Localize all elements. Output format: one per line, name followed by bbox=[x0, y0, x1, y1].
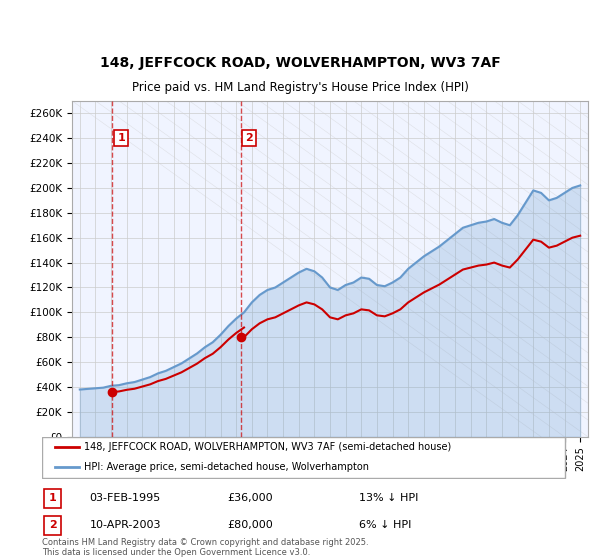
Text: 1: 1 bbox=[49, 493, 56, 503]
Text: £36,000: £36,000 bbox=[227, 493, 272, 503]
Text: HPI: Average price, semi-detached house, Wolverhampton: HPI: Average price, semi-detached house,… bbox=[84, 462, 369, 472]
Text: Contains HM Land Registry data © Crown copyright and database right 2025.
This d: Contains HM Land Registry data © Crown c… bbox=[42, 538, 368, 557]
Text: Price paid vs. HM Land Registry's House Price Index (HPI): Price paid vs. HM Land Registry's House … bbox=[131, 81, 469, 94]
Text: 1: 1 bbox=[117, 133, 125, 143]
Text: 6% ↓ HPI: 6% ↓ HPI bbox=[359, 520, 411, 530]
Text: 148, JEFFCOCK ROAD, WOLVERHAMPTON, WV3 7AF (semi-detached house): 148, JEFFCOCK ROAD, WOLVERHAMPTON, WV3 7… bbox=[84, 442, 451, 452]
Text: 13% ↓ HPI: 13% ↓ HPI bbox=[359, 493, 418, 503]
Text: 2: 2 bbox=[245, 133, 253, 143]
Text: 10-APR-2003: 10-APR-2003 bbox=[89, 520, 161, 530]
Text: 148, JEFFCOCK ROAD, WOLVERHAMPTON, WV3 7AF: 148, JEFFCOCK ROAD, WOLVERHAMPTON, WV3 7… bbox=[100, 56, 500, 70]
Text: 03-FEB-1995: 03-FEB-1995 bbox=[89, 493, 161, 503]
Text: 2: 2 bbox=[49, 520, 56, 530]
Text: £80,000: £80,000 bbox=[227, 520, 272, 530]
FancyBboxPatch shape bbox=[42, 437, 565, 478]
